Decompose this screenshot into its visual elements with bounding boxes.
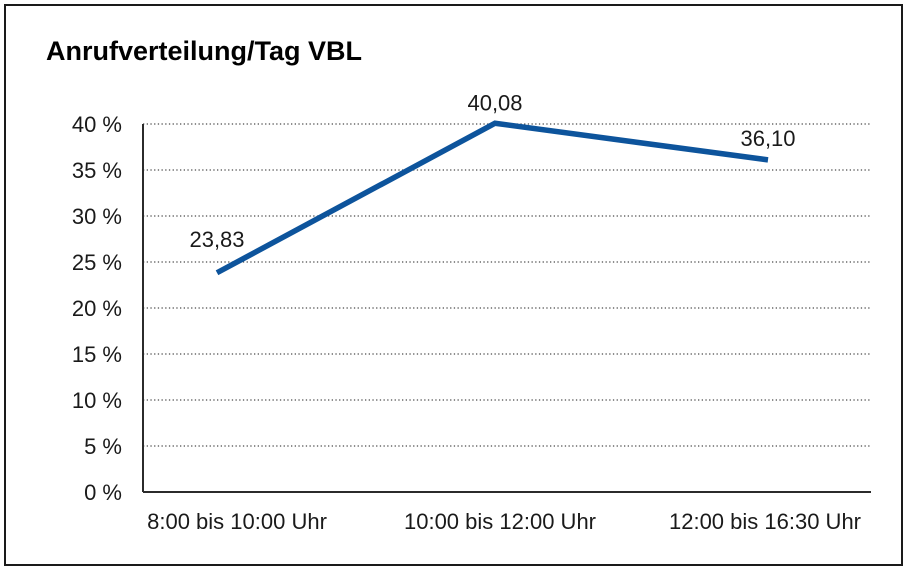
y-tick-label: 0 % bbox=[84, 480, 122, 505]
x-category-label: 10:00 bis 12:00 Uhr bbox=[404, 509, 596, 534]
y-tick-label: 25 % bbox=[72, 250, 122, 275]
data-series-line bbox=[215, 120, 769, 276]
y-tick-label: 5 % bbox=[84, 434, 122, 459]
chart-frame: Anrufverteilung/Tag VBL bbox=[4, 4, 903, 566]
x-category-label: 8:00 bis 10:00 Uhr bbox=[147, 509, 327, 534]
y-tick-label: 10 % bbox=[72, 388, 122, 413]
y-tick-label: 15 % bbox=[72, 342, 122, 367]
data-point-label: 23,83 bbox=[189, 227, 244, 252]
data-point-label: 40,08 bbox=[467, 90, 522, 115]
y-tick-label: 35 % bbox=[72, 158, 122, 183]
chart-title: Anrufverteilung/Tag VBL bbox=[46, 36, 363, 66]
y-tick-label: 30 % bbox=[72, 204, 122, 229]
y-tick-label: 20 % bbox=[72, 296, 122, 321]
x-category-label: 12:00 bis 16:30 Uhr bbox=[669, 509, 861, 534]
y-tick-label: 40 % bbox=[72, 112, 122, 137]
data-point-label: 36,10 bbox=[740, 126, 795, 151]
